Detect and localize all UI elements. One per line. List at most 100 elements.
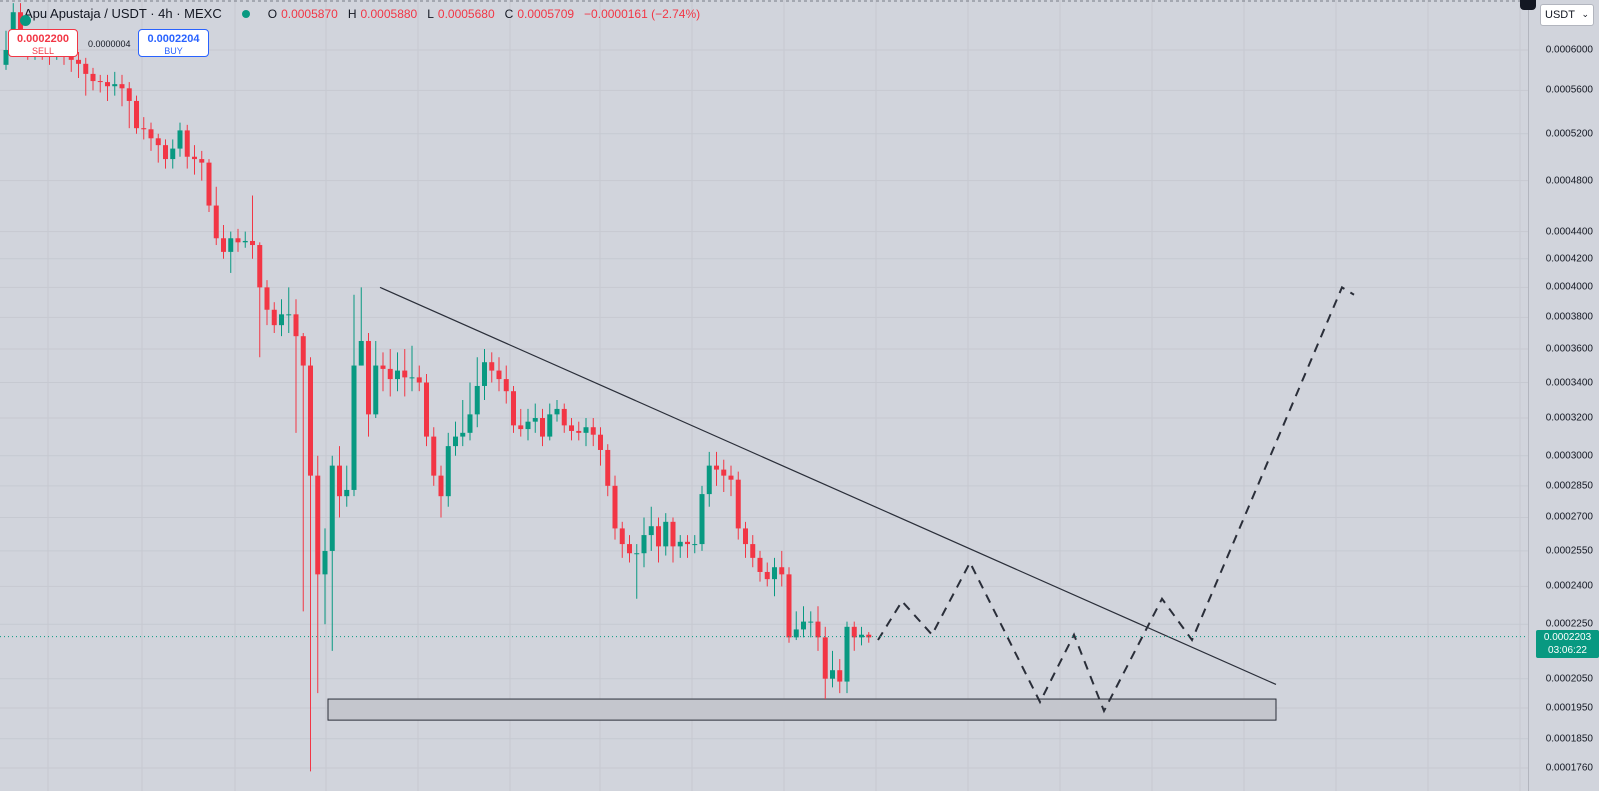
candle-body: [859, 634, 864, 638]
price-tick-label: 0.0006000: [1545, 44, 1593, 56]
candle-body: [322, 550, 328, 575]
buy-label: BUY: [164, 46, 183, 56]
price-tick-label: 0.0005600: [1545, 84, 1593, 96]
symbol-legend: Apu Apustaja / USDT · 4h · MEXC O 0.00058…: [10, 6, 706, 26]
candle-body: [706, 465, 712, 495]
candle-body: [569, 425, 574, 431]
candle-body: [395, 370, 400, 380]
candle-body: [808, 621, 814, 623]
candle-body: [105, 82, 110, 87]
candle-body: [714, 465, 719, 470]
candle-body: [315, 475, 321, 575]
candle-body: [279, 314, 284, 326]
last-price: 0.0002203: [1543, 631, 1592, 643]
candle-body: [648, 526, 654, 536]
price-tick-label: 0.0003800: [1545, 311, 1593, 323]
ohlc-high-value: 0.0005880: [360, 6, 418, 21]
price-tick-label: 0.0001850: [1545, 733, 1593, 745]
candle-body: [844, 626, 850, 682]
sell-price: 0.0002200: [17, 33, 69, 45]
candle-body: [257, 245, 263, 288]
ohlc-open-value: 0.0005870: [281, 6, 338, 21]
candle-body: [750, 544, 756, 558]
price-tick-label: 0.0005200: [1545, 128, 1593, 140]
candle-body: [583, 427, 589, 433]
price-tick-label: 0.0004800: [1545, 175, 1593, 187]
candle-body: [373, 365, 379, 415]
candle-body: [337, 465, 342, 497]
currency-select[interactable]: USDT ⌄: [1540, 4, 1594, 26]
candle-body: [503, 379, 509, 392]
buy-button[interactable]: 0.0002204 BUY: [138, 29, 209, 57]
bar-countdown: 03:06:22: [1548, 644, 1587, 656]
candle-body: [416, 377, 422, 383]
candle-body: [438, 475, 444, 497]
candle-body: [482, 362, 487, 386]
buy-price: 0.0002204: [147, 33, 200, 45]
candle-body: [409, 377, 415, 379]
candle-body: [344, 489, 350, 497]
candle-body: [213, 205, 219, 239]
price-tick-label: 0.0003000: [1545, 450, 1593, 462]
candle-body: [170, 148, 176, 160]
candle-body: [699, 494, 705, 545]
chevron-down-icon: ⌄: [1581, 9, 1589, 19]
price-tick-label: 0.0002400: [1545, 580, 1593, 592]
candle-body: [786, 574, 792, 638]
candle-body: [532, 418, 538, 422]
candle-body: [590, 427, 596, 435]
candle-body: [177, 130, 183, 149]
candle-body: [670, 521, 676, 547]
candle-body: [851, 626, 857, 638]
candle-body: [460, 432, 466, 437]
candle-body: [837, 670, 843, 682]
candle-body: [264, 287, 270, 310]
symbol-title[interactable]: Apu Apustaja / USDT · 4h · MEXC: [24, 6, 222, 21]
chart-area[interactable]: [0, 0, 1528, 791]
sell-label: SELL: [31, 46, 55, 56]
price-chart[interactable]: [0, 0, 1528, 791]
candle-body: [634, 553, 640, 555]
price-tick-label: 0.0002850: [1545, 480, 1593, 492]
candle-body: [18, 12, 23, 39]
sell-button[interactable]: 0.0002200 SELL: [8, 29, 78, 57]
candle-body: [641, 535, 647, 554]
camera-icon[interactable]: [1520, 0, 1536, 10]
price-tick-label: 0.0003400: [1545, 377, 1593, 389]
candle-body: [735, 479, 741, 529]
ohlc-change: −0.0000161 (−2.74%): [584, 6, 701, 21]
ohlc-high-key: H: [347, 6, 357, 21]
candle-body: [119, 84, 125, 89]
candle-body: [97, 81, 103, 83]
candle-body: [134, 100, 139, 129]
candle-body: [112, 84, 118, 87]
price-tick-label: 0.0004400: [1545, 226, 1593, 238]
candle-body: [199, 159, 205, 163]
currency-label: USDT: [1545, 9, 1575, 21]
candle-body: [474, 385, 480, 415]
ohlc-close-value: 0.0005709: [517, 6, 575, 21]
candle-body: [293, 314, 299, 337]
candle-body: [141, 128, 147, 130]
candle-body: [387, 368, 393, 380]
candle-body: [728, 475, 734, 480]
price-tick-label: 0.0002550: [1545, 545, 1593, 557]
ohlc-low-key: L: [427, 6, 434, 21]
candle-body: [540, 418, 545, 437]
candle-body: [286, 314, 292, 316]
ohlc-close-key: C: [504, 6, 514, 21]
candle-body: [757, 557, 763, 572]
price-scale[interactable]: 0.0006000 0.0005600 0.0005200 0.0004800 0.00…: [1528, 0, 1599, 791]
symbol-logo-icon: [20, 15, 31, 26]
candle-body: [525, 421, 531, 430]
candle-body: [496, 370, 502, 380]
candle-body: [228, 238, 234, 252]
candle-body: [453, 436, 458, 447]
candle-body: [467, 414, 473, 433]
market-status-icon: [241, 9, 250, 18]
price-tick-label: 0.0002250: [1545, 618, 1593, 630]
candle-body: [518, 425, 524, 430]
candle-body: [358, 340, 364, 366]
price-tick-label: 0.0003600: [1545, 343, 1593, 355]
candle-body: [163, 145, 168, 160]
